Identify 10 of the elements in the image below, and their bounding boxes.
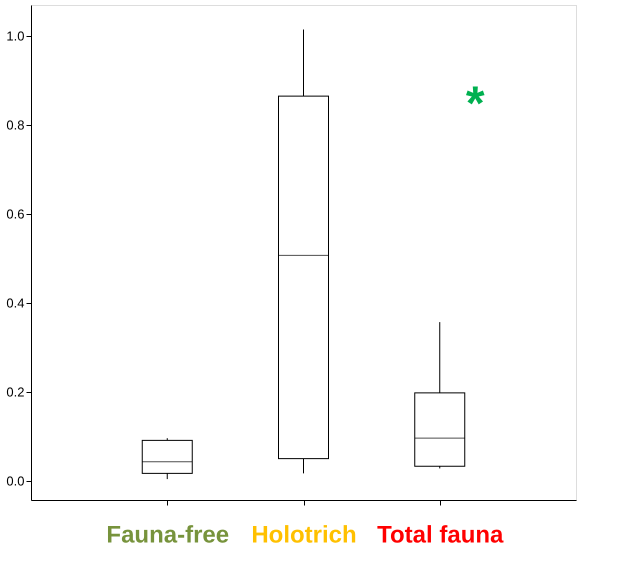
y-tick-label: 1.0: [6, 28, 24, 44]
x-tick-label: Fauna-free: [106, 522, 230, 548]
y-tick-label: 0.8: [6, 118, 24, 133]
annotation: *: [466, 78, 485, 131]
y-tick-label: 0.6: [6, 206, 24, 222]
y-tick-label: 0.2: [6, 384, 24, 400]
y-tick-label: 0.0: [6, 473, 24, 488]
y-tick-label: 0.4: [6, 295, 24, 310]
x-tick-label: Total fauna: [377, 522, 504, 548]
x-tick-label: Holotrich: [251, 522, 357, 548]
